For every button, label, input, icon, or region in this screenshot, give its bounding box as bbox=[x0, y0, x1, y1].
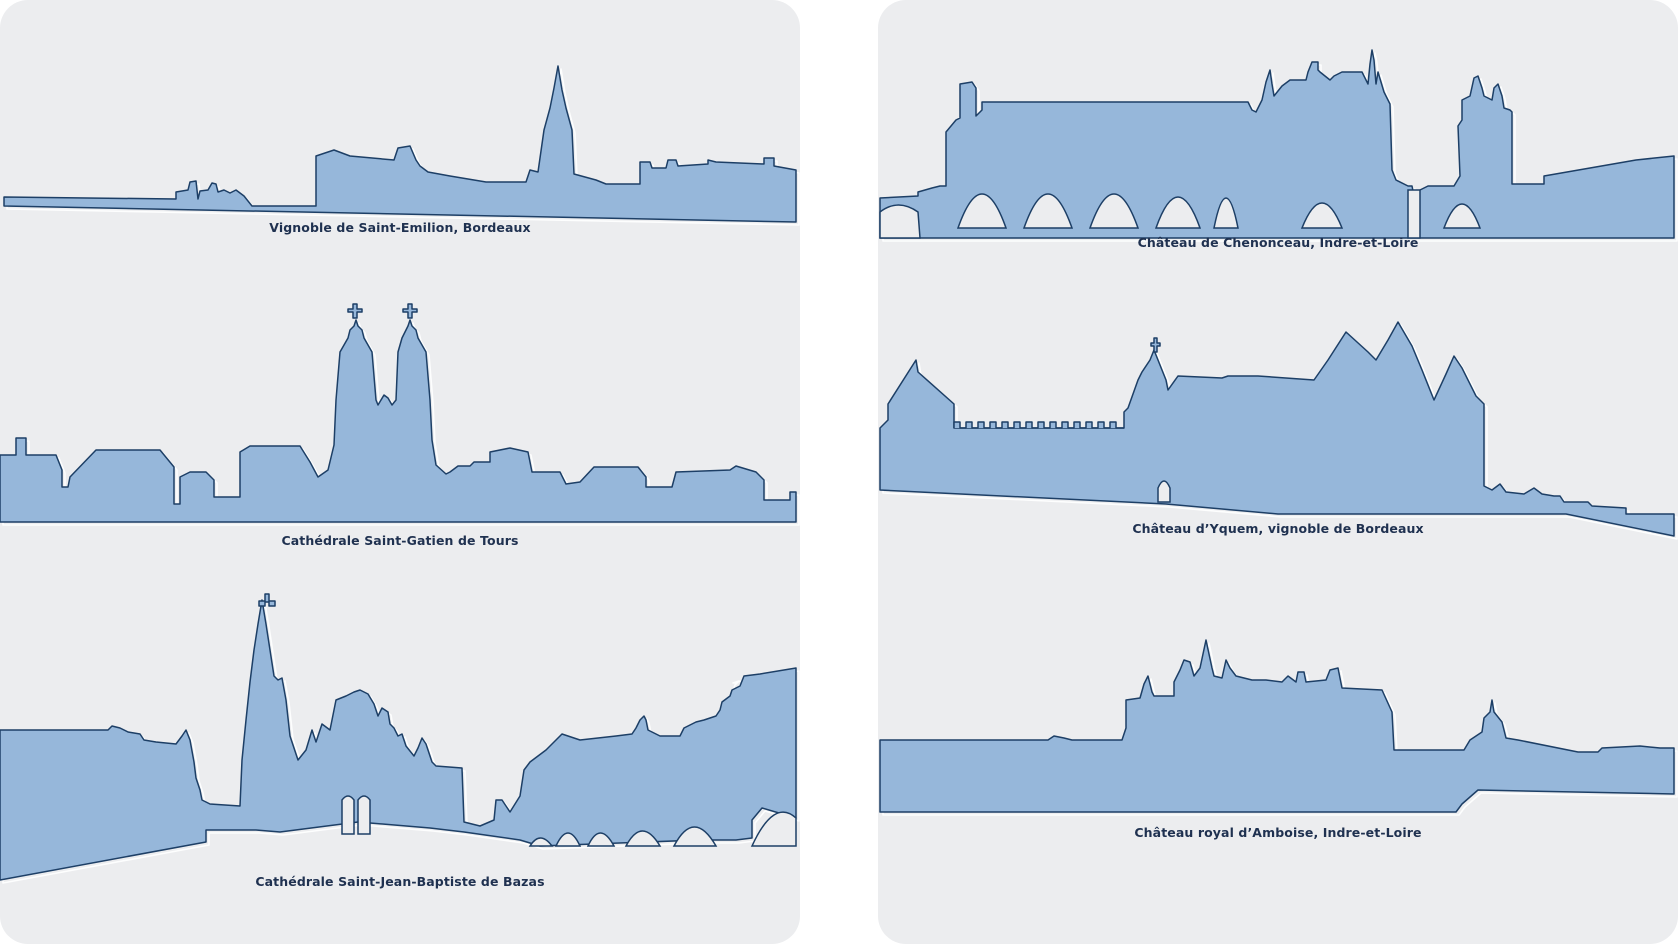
caption-bazas: Cathédrale Saint-Jean-Baptiste de Bazas bbox=[255, 874, 545, 889]
caption-saint-emilion: Vignoble de Saint-Emilion, Bordeaux bbox=[269, 220, 531, 235]
right-panel: Château de Chenonceau, Indre-et-Loire Ch… bbox=[878, 0, 1678, 944]
chenonceau-silhouette bbox=[879, 49, 1678, 242]
yquem-silhouette bbox=[879, 321, 1678, 540]
saint-gatien-silhouette bbox=[0, 303, 800, 526]
bazas-silhouette bbox=[0, 593, 800, 884]
yquem-battlements bbox=[953, 421, 1124, 429]
caption-saint-gatien: Cathédrale Saint-Gatien de Tours bbox=[281, 533, 519, 548]
right-silhouettes bbox=[879, 49, 1678, 816]
cross-right-icon bbox=[402, 303, 418, 319]
amboise-silhouette bbox=[879, 639, 1678, 816]
caption-yquem: Château d’Yquem, vignoble de Bordeaux bbox=[1132, 521, 1424, 536]
caption-chenonceau: Château de Chenonceau, Indre-et-Loire bbox=[1137, 235, 1419, 250]
yquem-cross-icon bbox=[1150, 337, 1161, 353]
saint-emilion-silhouette bbox=[3, 65, 800, 226]
cross-left-icon bbox=[347, 303, 363, 319]
cross-bazas-icon bbox=[258, 593, 276, 607]
left-panel: Vignoble de Saint-Emilion, Bordeaux Cath… bbox=[0, 0, 800, 944]
caption-amboise: Château royal d’Amboise, Indre-et-Loire bbox=[1134, 825, 1422, 840]
left-silhouettes bbox=[0, 65, 800, 884]
